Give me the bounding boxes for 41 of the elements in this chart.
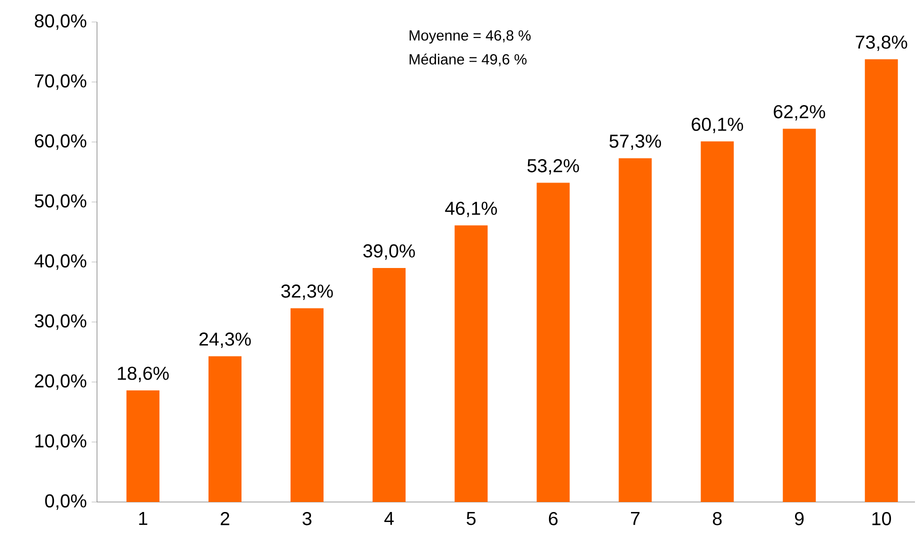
x-tick-label: 3 (302, 512, 312, 526)
y-tick-label: 50,0% (34, 194, 86, 210)
data-label: 60,1% (692, 118, 744, 134)
annotation: Moyenne = 46,8 % (410, 30, 531, 44)
bar (208, 356, 242, 502)
y-tick-label: 30,0% (34, 314, 86, 330)
x-tick-label: 7 (630, 512, 640, 525)
x-tick-label: 8 (712, 512, 722, 526)
y-tick-label: 0,0% (45, 494, 86, 510)
data-label: 18,6% (118, 366, 169, 382)
y-tick-label: 40,0% (34, 254, 86, 270)
bar (618, 158, 652, 502)
data-label: 39,0% (363, 244, 415, 260)
bar (372, 268, 406, 502)
x-tick-label: 2 (220, 512, 230, 526)
bar (700, 141, 734, 502)
x-tick-label: 6 (548, 512, 558, 526)
data-label: 73,8% (856, 35, 908, 51)
bar (454, 225, 488, 502)
bar (126, 390, 160, 502)
x-tick-label: 1 (139, 512, 148, 525)
bar (536, 182, 570, 502)
data-label: 32,3% (281, 284, 333, 300)
data-label: 24,3% (199, 332, 251, 348)
x-tick-label: 5 (466, 512, 476, 526)
data-label: 53,2% (527, 159, 579, 175)
data-label: 62,2% (774, 105, 826, 121)
bar (782, 128, 816, 502)
y-tick-label: 70,0% (34, 74, 86, 90)
y-tick-label: 80,0% (34, 14, 86, 30)
y-tick-label: 60,0% (34, 134, 86, 150)
y-tick-label: 20,0% (34, 374, 86, 390)
y-tick-label: 10,0% (35, 434, 86, 450)
x-tick-label: 4 (384, 512, 394, 525)
x-tick-label: 9 (795, 512, 804, 526)
data-label: 46,1% (445, 202, 497, 218)
x-tick-label: 10 (872, 512, 892, 526)
data-label: 57,3% (610, 134, 662, 150)
annotation: Médiane = 49,6 % (410, 54, 527, 66)
bar (864, 59, 898, 502)
bar (290, 308, 324, 502)
